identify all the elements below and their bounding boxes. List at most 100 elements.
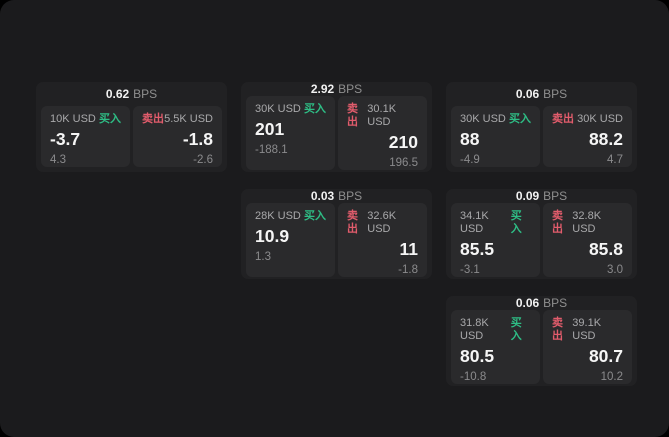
spread-header: 0.09 BPS <box>451 189 632 203</box>
buy-size: 10K USD <box>50 113 96 125</box>
sell-side-label: 卖出 <box>552 210 563 235</box>
sell-price: -1.8 <box>182 129 213 149</box>
buy-panel-top: 30K USD 买入 <box>460 113 531 126</box>
buy-size: 34.1K USD <box>460 210 489 235</box>
quote-card: 0.06 BPS 30K USD 买入 88 -4.9 卖出 30K USD 8… <box>446 82 637 172</box>
buy-panel-top: 34.1K USD 买入 <box>460 210 531 236</box>
buy-quote-panel[interactable]: 31.8K USD 买入 80.5 -10.8 <box>451 310 540 384</box>
buy-quote-panel[interactable]: 30K USD 买入 88 -4.9 <box>451 106 540 167</box>
buy-quote-panel[interactable]: 28K USD 买入 10.9 1.3 <box>246 203 335 277</box>
sell-size: 39.1K USD <box>572 317 602 342</box>
buy-delta: 4.3 <box>50 154 66 166</box>
sell-delta: 196.5 <box>389 157 418 169</box>
quote-panels: 28K USD 买入 10.9 1.3 卖出 32.6K USD 11 -1.8 <box>246 203 427 277</box>
sell-size: 32.6K USD <box>367 210 397 235</box>
sell-side-label: 卖出 <box>347 103 358 128</box>
buy-price: 10.9 <box>255 226 290 246</box>
buy-delta: -188.1 <box>255 144 288 156</box>
quote-card-grid: 0.62 BPS 10K USD 买入 -3.7 4.3 卖出 5.5K USD… <box>36 82 637 386</box>
buy-panel-top: 31.8K USD 买入 <box>460 317 531 343</box>
sell-panel-top: 卖出 32.8K USD <box>552 210 623 236</box>
spread-value: 0.06 <box>515 296 540 310</box>
sell-size: 5.5K USD <box>164 113 213 125</box>
spread-header: 0.03 BPS <box>246 189 427 203</box>
sell-quote-panel[interactable]: 卖出 32.8K USD 85.8 3.0 <box>543 203 632 277</box>
buy-side-label: 买入 <box>510 210 522 235</box>
buy-side-label: 买入 <box>510 317 522 342</box>
sell-side-label: 卖出 <box>142 113 164 125</box>
buy-panel-top: 30K USD 买入 <box>255 103 326 116</box>
spread-unit-label: BPS <box>338 189 363 203</box>
spread-unit-label: BPS <box>338 82 363 96</box>
buy-delta: -3.1 <box>460 264 480 276</box>
buy-price: 85.5 <box>460 239 495 259</box>
buy-size: 30K USD <box>460 113 506 125</box>
quote-card: 0.09 BPS 34.1K USD 买入 85.5 -3.1 卖出 32.8K… <box>446 189 637 279</box>
spread-header: 0.06 BPS <box>451 82 632 106</box>
sell-price: 80.7 <box>588 346 623 366</box>
buy-size: 31.8K USD <box>460 317 489 342</box>
spread-unit-label: BPS <box>133 87 158 101</box>
sell-side-label: 卖出 <box>552 113 574 125</box>
buy-side-label: 买入 <box>99 113 121 125</box>
spread-value: 0.06 <box>515 87 540 101</box>
spread-header: 2.92 BPS <box>246 82 427 96</box>
sell-price: 210 <box>388 132 418 152</box>
sell-quote-panel[interactable]: 卖出 30.1K USD 210 196.5 <box>338 96 427 170</box>
sell-delta: -1.8 <box>398 264 418 276</box>
quote-panels: 10K USD 买入 -3.7 4.3 卖出 5.5K USD -1.8 -2.… <box>41 106 222 167</box>
quote-panels: 30K USD 买入 201 -188.1 卖出 30.1K USD 210 1… <box>246 96 427 170</box>
quote-card: 0.62 BPS 10K USD 买入 -3.7 4.3 卖出 5.5K USD… <box>36 82 227 172</box>
buy-side-label: 买入 <box>304 103 326 115</box>
sell-panel-top: 卖出 30.1K USD <box>347 103 418 129</box>
buy-side-label: 买入 <box>304 210 326 222</box>
sell-delta: 10.2 <box>600 371 623 383</box>
sell-delta: 3.0 <box>607 264 623 276</box>
sell-quote-panel[interactable]: 卖出 39.1K USD 80.7 10.2 <box>543 310 632 384</box>
buy-delta: -4.9 <box>460 154 480 166</box>
spread-unit-label: BPS <box>543 189 568 203</box>
sell-quote-panel[interactable]: 卖出 32.6K USD 11 -1.8 <box>338 203 427 277</box>
buy-side-label: 买入 <box>509 113 531 125</box>
sell-panel-top: 卖出 5.5K USD <box>142 113 213 126</box>
quote-panels: 34.1K USD 买入 85.5 -3.1 卖出 32.8K USD 85.8… <box>451 203 632 277</box>
spread-value: 0.09 <box>515 189 540 203</box>
buy-quote-panel[interactable]: 10K USD 买入 -3.7 4.3 <box>41 106 130 167</box>
buy-quote-panel[interactable]: 34.1K USD 买入 85.5 -3.1 <box>451 203 540 277</box>
quote-panels: 31.8K USD 买入 80.5 -10.8 卖出 39.1K USD 80.… <box>451 310 632 384</box>
spread-value: 0.03 <box>310 189 335 203</box>
sell-delta: -2.6 <box>193 154 213 166</box>
buy-panel-top: 28K USD 买入 <box>255 210 326 223</box>
buy-size: 28K USD <box>255 210 301 222</box>
sell-side-label: 卖出 <box>347 210 358 235</box>
spread-value: 0.62 <box>105 87 130 101</box>
buy-quote-panel[interactable]: 30K USD 买入 201 -188.1 <box>246 96 335 170</box>
buy-size: 30K USD <box>255 103 301 115</box>
sell-size: 32.8K USD <box>572 210 602 235</box>
quote-panels: 30K USD 买入 88 -4.9 卖出 30K USD 88.2 4.7 <box>451 106 632 167</box>
sell-quote-panel[interactable]: 卖出 30K USD 88.2 4.7 <box>543 106 632 167</box>
buy-price: 80.5 <box>460 346 495 366</box>
sell-size: 30.1K USD <box>367 103 397 128</box>
sell-panel-top: 卖出 39.1K USD <box>552 317 623 343</box>
sell-price: 85.8 <box>588 239 623 259</box>
buy-price: 201 <box>255 119 285 139</box>
sell-size: 30K USD <box>577 113 623 125</box>
sell-delta: 4.7 <box>607 154 623 166</box>
spread-unit-label: BPS <box>543 296 568 310</box>
spread-value: 2.92 <box>310 82 335 96</box>
quote-card: 0.03 BPS 28K USD 买入 10.9 1.3 卖出 32.6K US… <box>241 189 432 279</box>
buy-price: -3.7 <box>50 129 81 149</box>
sell-side-label: 卖出 <box>552 317 563 342</box>
sell-panel-top: 卖出 32.6K USD <box>347 210 418 236</box>
sell-quote-panel[interactable]: 卖出 5.5K USD -1.8 -2.6 <box>133 106 222 167</box>
buy-delta: 1.3 <box>255 251 271 263</box>
buy-panel-top: 10K USD 买入 <box>50 113 121 126</box>
spread-header: 0.06 BPS <box>451 296 632 310</box>
quote-card: 2.92 BPS 30K USD 买入 201 -188.1 卖出 30.1K … <box>241 82 432 172</box>
buy-delta: -10.8 <box>460 371 487 383</box>
quote-card: 0.06 BPS 31.8K USD 买入 80.5 -10.8 卖出 39.1… <box>446 296 637 386</box>
sell-price: 88.2 <box>588 129 623 149</box>
spread-header: 0.62 BPS <box>41 82 222 106</box>
